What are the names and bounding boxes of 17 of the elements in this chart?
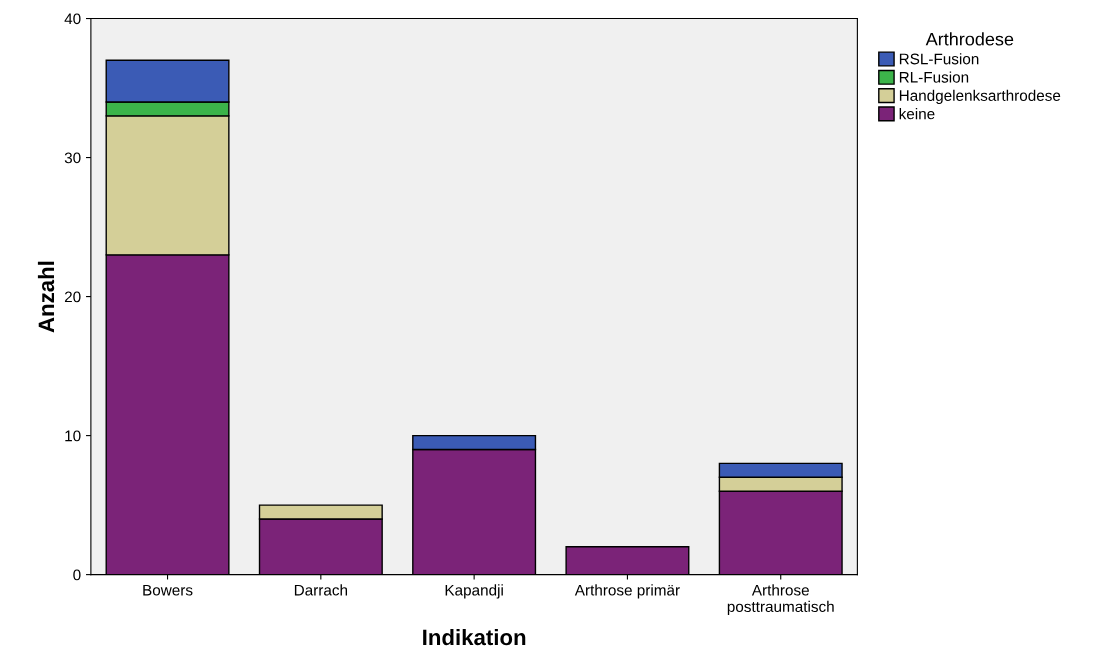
legend-title: Arthrodese [925, 32, 1014, 46]
legend-label: RL-Fusion [899, 71, 969, 83]
legend-label: Handgelenksarthrodese [899, 89, 1061, 104]
x-tick-label: Darrach [294, 584, 348, 596]
x-tick-label: Bowers [143, 584, 193, 596]
x-tick-label: Arthrose posttraumatisch [727, 584, 834, 616]
y-tick-label: 20 [64, 291, 81, 303]
y-tick-label: 30 [64, 152, 81, 164]
x-tick-label: Kapandji [445, 584, 503, 599]
y-tick-label: 0 [73, 569, 81, 581]
legend-label: RSL-Fusion [899, 53, 979, 65]
y-tick-label: 40 [64, 13, 81, 25]
y-axis-title: Anzahl [37, 261, 55, 333]
x-axis-title: Indikation [423, 628, 526, 646]
x-tick-label: Arthrose primär [574, 584, 680, 599]
y-tick-label: 10 [65, 430, 81, 442]
legend-label: keine [899, 108, 935, 120]
